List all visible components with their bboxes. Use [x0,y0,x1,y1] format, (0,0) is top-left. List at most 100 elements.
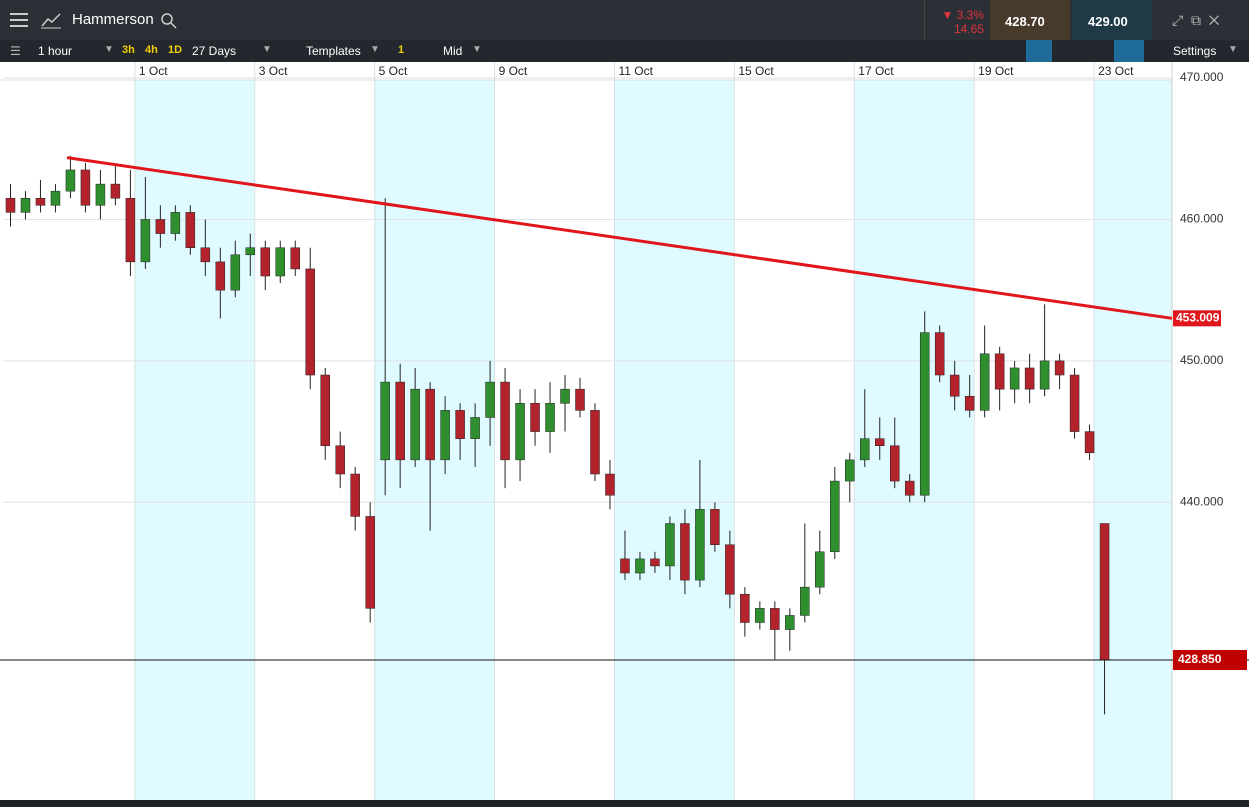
candle-body [934,332,945,376]
candle-body [605,473,615,496]
dropdown-arrow[interactable]: ▼ [472,44,482,55]
candle-body [140,219,151,263]
candle-body [110,183,121,199]
candle-body [395,381,405,461]
menu-icon[interactable] [10,12,30,28]
candle-body [35,197,46,206]
candle-body [485,381,495,418]
day-shade [1094,80,1172,800]
candle-body [440,410,450,461]
candle-body [80,169,91,206]
x-tick-label: 5 Oct [379,64,408,78]
candle-body [500,381,510,461]
trend-label: 453.009 [1176,310,1220,324]
candle-body [590,410,600,475]
x-tick-label: 17 Oct [858,64,894,78]
candle-body [994,353,1005,390]
buy-price[interactable]: 429.00 [1088,14,1128,29]
y-tick-label: 460.000 [1180,212,1224,226]
day-shade [614,80,735,800]
quick-interval[interactable]: 3h [122,44,135,56]
price-axis [1172,62,1249,800]
quick-interval[interactable]: 1D [168,44,183,56]
candle-body [320,374,330,446]
range[interactable]: 27 Days [192,44,237,58]
candle-body [889,445,900,482]
candle-body [545,403,555,432]
candle-body [260,247,271,277]
trend-label-box [1173,310,1221,327]
candle-body [575,388,585,411]
candle-body [964,395,975,411]
candle-body [979,353,990,411]
price-type[interactable]: Mid [443,44,463,58]
settings[interactable]: Settings [1173,44,1217,58]
tool-active[interactable] [1114,40,1144,62]
change: 14.65 [953,22,984,36]
candle-body [365,516,375,609]
x-tick-label: 3 Oct [259,64,288,78]
x-tick-label: 15 Oct [738,64,774,78]
candle-body [410,388,420,461]
top-bar: Hammerson ▼ 3.3% 14.65 428.70 429.00 ⤢ ⧉… [0,0,1249,40]
candle-body [1054,360,1065,376]
candle-body [650,558,660,567]
toolbar: ☰ 1 hour ▼ 3h 4h 1D 27 Days ▼ Templates … [0,40,1249,62]
candle-body [800,586,810,616]
candle-body [560,388,570,404]
candle-body [50,190,61,206]
count[interactable]: 1 [398,44,405,56]
x-tick-label: 11 Oct [618,64,653,78]
candle-body [5,197,16,213]
candle-body [380,381,390,461]
symbol[interactable]: Hammerson [72,11,154,28]
candle-body [904,480,915,496]
tool-active[interactable] [1026,40,1052,62]
candle-body [770,608,780,630]
dropdown-arrow[interactable]: ▼ [104,44,114,55]
dropdown-arrow[interactable]: ▼ [1228,44,1238,55]
candle-body [1099,523,1110,661]
candle-body [845,459,855,482]
candle-body [755,608,765,623]
candle-body [215,261,226,291]
sell-button[interactable] [990,0,1070,40]
chart: 1 Oct 3 Oct 5 Oct 9 Oct 11 Oct 15 Oct 17 Oct 19… [0,62,1249,800]
dropdown-arrow[interactable]: ▼ [262,44,272,55]
search-icon[interactable] [160,12,178,30]
candle-body [785,615,795,630]
x-tick-label: 19 Oct [978,64,1014,78]
candle-body [665,523,675,567]
dropdown-arrow[interactable]: ▼ [370,44,380,55]
x-tick-label: 1 Oct [139,64,168,78]
quick-interval[interactable]: 4h [145,44,158,56]
day-shade [854,80,975,800]
list-icon[interactable]: ☰ [10,44,21,58]
candle-body [470,417,480,439]
price-label: 428.850 [1178,652,1222,666]
candle-body [20,197,31,213]
candle-body [290,247,300,270]
candle-body [245,247,256,256]
templates[interactable]: Templates [306,44,361,58]
candle-body [635,558,645,574]
date-strip [0,62,1249,80]
candle-body [125,197,136,263]
candle-body [949,374,960,397]
interval[interactable]: 1 hour [38,44,73,58]
window-buttons[interactable]: ⤢ ⧉ ✕ [1172,12,1220,28]
chart-icon[interactable] [40,10,62,30]
candle-body [1084,431,1095,454]
sell-price[interactable]: 428.70 [1005,14,1045,29]
candle-body [830,480,840,553]
candle-body [740,593,750,623]
candle-body [335,445,345,475]
candle-body [530,403,540,432]
candle-body [350,473,360,517]
candle-body [425,388,435,461]
candle-body [200,247,211,263]
y-tick-label: 440.000 [1180,494,1224,508]
buy-button[interactable] [1072,0,1152,40]
price-label-box [1173,649,1247,670]
candle-body [919,332,930,496]
